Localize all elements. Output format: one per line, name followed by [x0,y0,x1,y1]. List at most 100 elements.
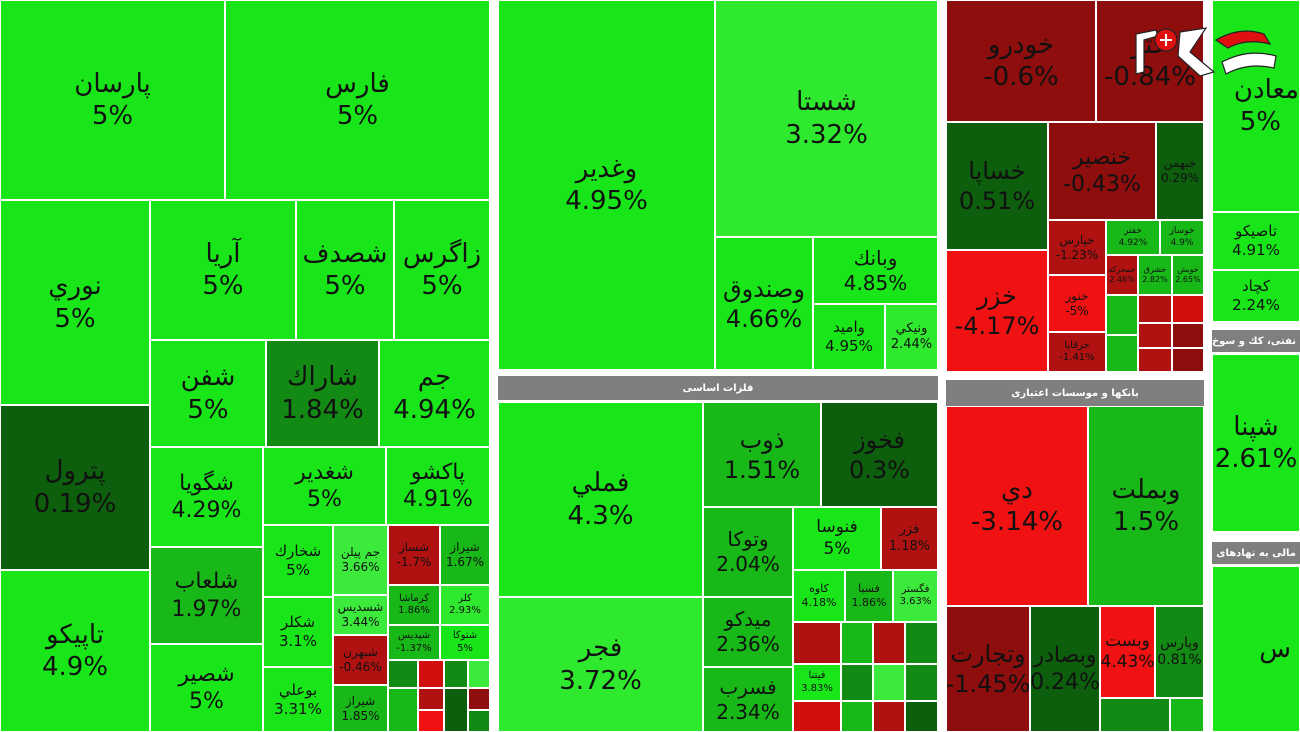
tile-khanasir[interactable]: خنصير -0.43% [1048,122,1156,220]
mini-tile[interactable] [468,688,490,710]
tile-khanoor[interactable]: خنور -5% [1048,275,1106,332]
tile-shsir[interactable]: شصير 5% [150,644,263,732]
mini-tile[interactable] [841,701,873,732]
tile-shsaz[interactable]: شساز -1.7% [388,525,440,585]
mini-tile[interactable] [418,710,444,732]
tile-tasiko[interactable]: تاصيكو 4.91% [1212,212,1300,270]
tile-fajr[interactable]: فجر 3.72% [498,597,703,732]
tile-pakshoo[interactable]: پاكشو 4.91% [386,447,490,525]
tile-shkalr[interactable]: شكلر 3.1% [263,597,333,667]
mini-tile[interactable] [418,688,444,710]
mini-tile[interactable] [905,622,938,664]
tile-fasba[interactable]: فسبا 1.86% [845,570,893,622]
tile-vabsader[interactable]: وبصادر 0.24% [1030,606,1100,732]
mini-tile[interactable] [1138,295,1172,323]
mini-tile[interactable] [1170,698,1204,732]
tile-s[interactable]: س [1212,566,1300,732]
mini-tile[interactable] [905,664,938,701]
mini-tile[interactable] [873,622,905,664]
mini-tile[interactable] [1138,348,1172,372]
mini-tile[interactable] [841,622,873,664]
tile-vatooka[interactable]: وتوكا 2.04% [703,507,793,597]
mini-tile[interactable] [873,664,905,701]
tile-kechad[interactable]: كچاد 2.24% [1212,270,1300,322]
tile-sharak[interactable]: شاراك 1.84% [266,340,379,447]
mini-tile[interactable] [905,701,938,732]
tile-khfanar[interactable]: خفنر 4.92% [1106,220,1160,255]
tile-shghadir[interactable]: شغدير 5% [263,447,386,525]
tile-jam[interactable]: جم 4.94% [379,340,490,447]
tile-vaomid[interactable]: واميد 4.95% [813,304,885,370]
mini-tile[interactable] [444,688,468,732]
tile-khbahman[interactable]: خبهمن 0.29% [1156,122,1204,220]
mini-tile[interactable] [1172,348,1204,372]
tile-shasadaf[interactable]: شصدف 5% [296,200,394,340]
tile-shpna[interactable]: شپنا 2.61% [1212,354,1300,532]
tile-vasandogh[interactable]: وصندوق 4.66% [715,237,813,370]
tile-khazar[interactable]: خزر -4.17% [946,250,1048,372]
tile-shafan[interactable]: شفن 5% [150,340,266,447]
tile-fameli[interactable]: فملي 4.3% [498,402,703,597]
tile-vatejarat[interactable]: وتجارت -1.45% [946,606,1030,732]
tile-fitna[interactable]: فيتنا 3.83% [793,664,841,701]
mini-tile[interactable] [1172,323,1204,348]
tile-vabank[interactable]: وبانك 4.85% [813,237,938,304]
tile-zob[interactable]: ذوب 1.51% [703,402,821,507]
mini-tile[interactable] [388,660,418,688]
tile-shegoya[interactable]: شگويا 4.29% [150,447,263,547]
tile-dey[interactable]: دي -3.14% [946,406,1088,606]
mini-tile[interactable] [1172,295,1204,323]
tile-shiraz[interactable]: شيراز 1.67% [440,525,490,585]
mini-tile[interactable] [873,701,905,732]
tile-noori[interactable]: نوري 5% [0,200,150,405]
tile-fakhooz[interactable]: فخوز 0.3% [821,402,938,507]
mini-tile[interactable] [1138,323,1172,348]
tile-vaniki[interactable]: ونيكي 2.44% [885,304,938,370]
tile-shasta[interactable]: شستا 3.32% [715,0,938,237]
tile-vaparse[interactable]: وپارس 0.81% [1155,606,1204,698]
tile-parsan[interactable]: پارسان 5% [0,0,225,200]
tile-shelab[interactable]: شلعاب 1.97% [150,547,263,644]
tile-kaveh[interactable]: كاوه 4.18% [793,570,845,622]
tile-boali[interactable]: بوعلي 3.31% [263,667,333,732]
tile-midco[interactable]: ميدكو 2.36% [703,597,793,667]
tile-fasorb[interactable]: فسرب 2.34% [703,667,793,732]
tile-fanoosa[interactable]: فنوسا 5% [793,507,881,570]
tile-shiraz-small[interactable]: شيراز 1.85% [333,685,388,732]
tile-shtoka[interactable]: شتوكا 5% [440,625,490,660]
tile-shpdis[interactable]: شپديس -1.37% [388,625,440,660]
mini-tile[interactable] [468,710,490,732]
tile-zagros[interactable]: زاگرس 5% [394,200,490,340]
tile-kermasha[interactable]: كرماشا 1.86% [388,585,440,625]
tile-khshargh[interactable]: خشرق 2.82% [1138,255,1172,295]
tile-kalr[interactable]: كلر 2.93% [440,585,490,625]
tile-shsadis[interactable]: شسديس 3.44% [333,595,388,635]
tile-khoobsh[interactable]: خوبش 2.65% [1172,255,1204,295]
mini-tile[interactable] [418,660,444,688]
tile-tapiko[interactable]: تاپيكو 4.9% [0,570,150,732]
mini-tile[interactable] [1106,295,1138,335]
mini-tile[interactable] [793,701,841,732]
tile-arya[interactable]: آريا 5% [150,200,296,340]
tile-vaghadir[interactable]: وغدير 4.95% [498,0,715,370]
tile-fars[interactable]: فارس 5% [225,0,490,200]
mini-tile[interactable] [1100,698,1170,732]
tile-khrqaya[interactable]: خرقايا -1.41% [1048,332,1106,372]
tile-jampilen[interactable]: جم پيلن 3.66% [333,525,388,595]
mini-tile[interactable] [388,688,418,732]
tile-khosaz[interactable]: خوساز 4.9% [1160,220,1204,255]
mini-tile[interactable] [1106,335,1138,372]
mini-tile[interactable] [468,660,490,688]
tile-shbahran[interactable]: شبهرن -0.46% [333,635,388,685]
tile-khparse[interactable]: خپارس -1.23% [1048,220,1106,275]
tile-vabst[interactable]: وبست 4.43% [1100,606,1155,698]
tile-shkharak[interactable]: شخارك 5% [263,525,333,597]
tile-fagostar[interactable]: فگستر 3.63% [893,570,938,622]
mini-tile[interactable] [444,660,468,688]
tile-khmoharreke[interactable]: خمحركه 2.46% [1106,255,1138,295]
mini-tile[interactable] [841,664,873,701]
tile-fazar[interactable]: فزر 1.18% [881,507,938,570]
mini-tile[interactable] [793,622,841,664]
tile-khodro[interactable]: خودرو -0.6% [946,0,1096,122]
tile-vabmellat[interactable]: وبملت 1.5% [1088,406,1204,606]
